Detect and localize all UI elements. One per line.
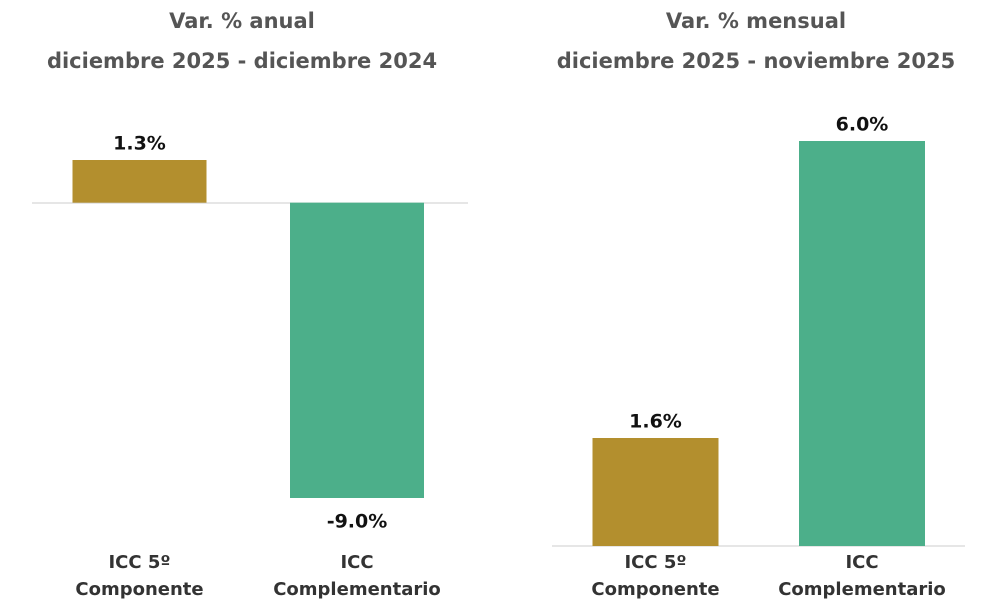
bar [290, 202, 424, 498]
category-label: ICC 5º [108, 552, 170, 573]
category-label: ICC [340, 552, 373, 573]
bar [799, 141, 925, 546]
value-label: 1.6% [629, 411, 682, 433]
chart-subtitle: diciembre 2025 - noviembre 2025 [557, 49, 956, 73]
category-label: ICC [845, 552, 878, 573]
chart-subtitle: diciembre 2025 - diciembre 2024 [47, 49, 437, 73]
category-label: Componente [75, 579, 203, 600]
category-label: Complementario [273, 579, 441, 600]
value-label: -9.0% [327, 511, 388, 533]
chart-title: Var. % anual [169, 9, 315, 33]
category-label: ICC 5º [624, 552, 686, 573]
value-label: 6.0% [836, 114, 889, 136]
bar [592, 438, 719, 546]
category-label: Complementario [778, 579, 946, 600]
bar [72, 160, 207, 203]
chart-title: Var. % mensual [666, 9, 846, 33]
value-label: 1.3% [113, 133, 166, 155]
category-label: Componente [591, 579, 719, 600]
